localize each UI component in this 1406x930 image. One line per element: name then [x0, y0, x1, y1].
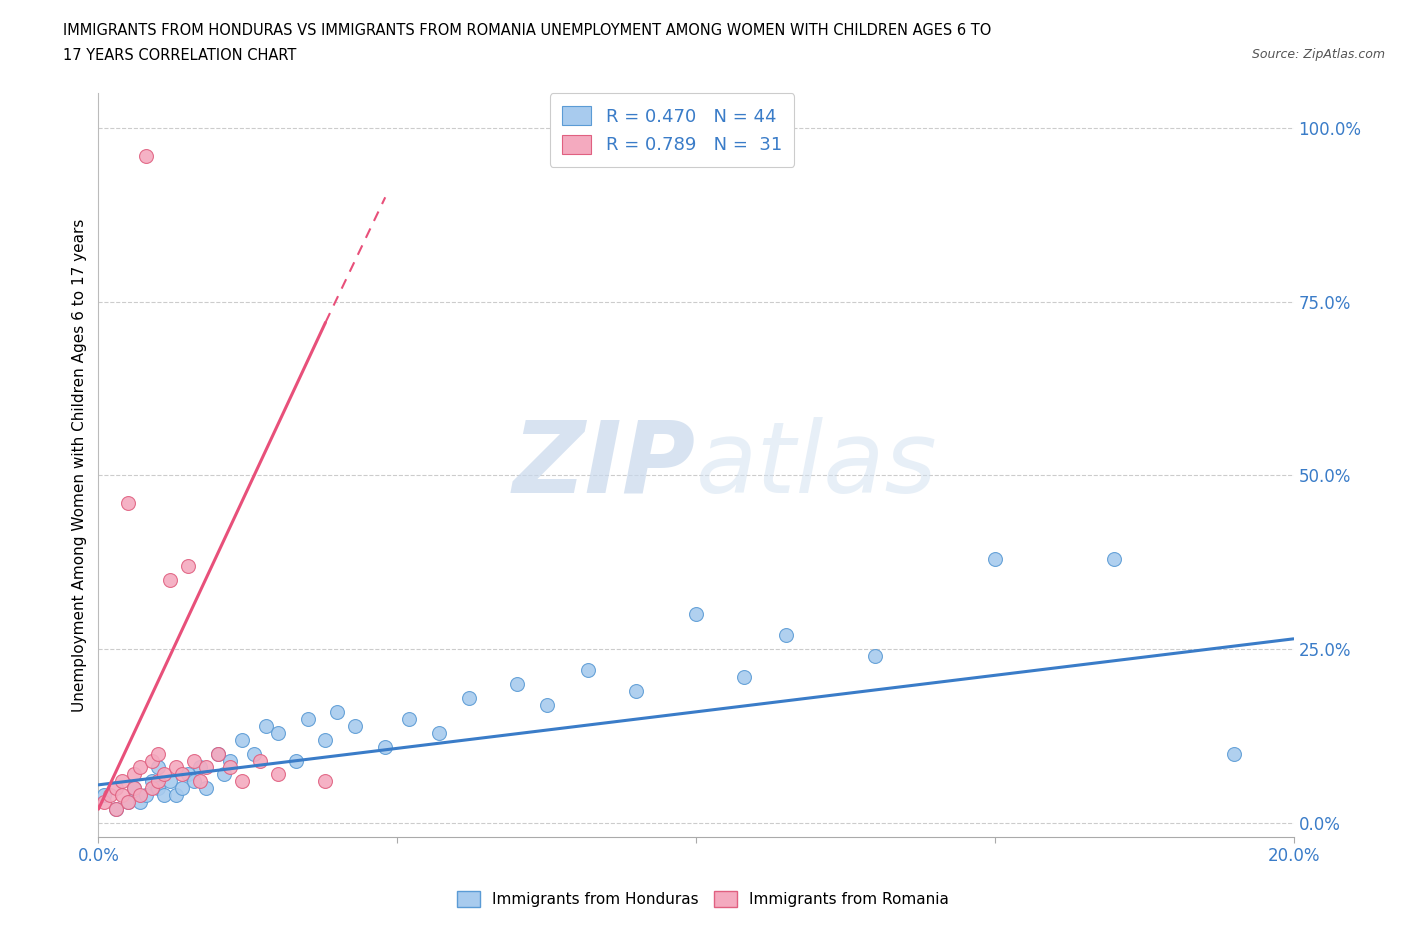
Point [153, 788, 176, 803]
Point [188, 774, 211, 789]
Point [165, 788, 187, 803]
Point [231, 732, 253, 747]
Text: IMMIGRANTS FROM HONDURAS VS IMMIGRANTS FROM ROMANIA UNEMPLOYMENT AMONG WOMEN WIT: IMMIGRANTS FROM HONDURAS VS IMMIGRANTS F… [63, 23, 991, 38]
Point [344, 718, 367, 733]
Point [129, 795, 152, 810]
Point [195, 760, 218, 775]
Point [398, 711, 420, 726]
Point [297, 711, 319, 726]
Point [207, 746, 229, 761]
Point [141, 774, 163, 789]
Point [231, 774, 253, 789]
Point [1104, 551, 1126, 566]
Point [117, 496, 139, 511]
Point [153, 767, 176, 782]
Point [105, 802, 128, 817]
Point [172, 781, 194, 796]
Point [93, 788, 115, 803]
Point [129, 760, 152, 775]
Point [183, 774, 205, 789]
Point [775, 628, 797, 643]
Point [427, 725, 450, 740]
Legend: Immigrants from Honduras, Immigrants from Romania: Immigrants from Honduras, Immigrants fro… [451, 884, 955, 913]
Point [685, 607, 707, 622]
Point [141, 781, 163, 796]
Point [135, 788, 157, 803]
Point [207, 746, 229, 761]
Point [458, 690, 481, 705]
Point [315, 732, 337, 747]
Legend: R = 0.470   N = 44, R = 0.789   N =  31: R = 0.470 N = 44, R = 0.789 N = 31 [550, 93, 794, 167]
Point [188, 760, 211, 775]
Point [267, 725, 290, 740]
Point [172, 767, 194, 782]
Point [177, 558, 200, 573]
Point [219, 760, 242, 775]
Text: atlas: atlas [696, 417, 938, 513]
Text: ZIP: ZIP [513, 417, 696, 513]
Point [117, 795, 139, 810]
Text: Source: ZipAtlas.com: Source: ZipAtlas.com [1251, 48, 1385, 61]
Point [626, 684, 648, 698]
Point [536, 698, 558, 712]
Point [249, 753, 271, 768]
Point [124, 767, 146, 782]
Point [212, 767, 235, 782]
Point [733, 670, 755, 684]
Point [141, 753, 163, 768]
Point [865, 649, 887, 664]
Point [117, 795, 139, 810]
Point [98, 788, 122, 803]
Point [506, 677, 529, 692]
Point [135, 148, 157, 163]
Point [284, 753, 307, 768]
Point [243, 746, 266, 761]
Point [984, 551, 1007, 566]
Point [124, 781, 146, 796]
Y-axis label: Unemployment Among Women with Children Ages 6 to 17 years: Unemployment Among Women with Children A… [72, 219, 87, 711]
Point [578, 663, 600, 678]
Point [165, 760, 187, 775]
Point [267, 767, 290, 782]
Point [148, 774, 170, 789]
Point [183, 753, 205, 768]
Point [93, 795, 115, 810]
Text: 17 YEARS CORRELATION CHART: 17 YEARS CORRELATION CHART [63, 48, 297, 63]
Point [105, 781, 128, 796]
Point [159, 774, 181, 789]
Point [326, 704, 349, 719]
Point [254, 718, 277, 733]
Point [148, 760, 170, 775]
Point [159, 572, 181, 587]
Point [374, 739, 396, 754]
Point [219, 753, 242, 768]
Point [177, 767, 200, 782]
Point [315, 774, 337, 789]
Point [111, 774, 134, 789]
Point [195, 781, 218, 796]
Point [124, 781, 146, 796]
Point [1223, 746, 1246, 761]
Point [111, 788, 134, 803]
Point [148, 781, 170, 796]
Point [148, 746, 170, 761]
Point [129, 788, 152, 803]
Point [105, 802, 128, 817]
